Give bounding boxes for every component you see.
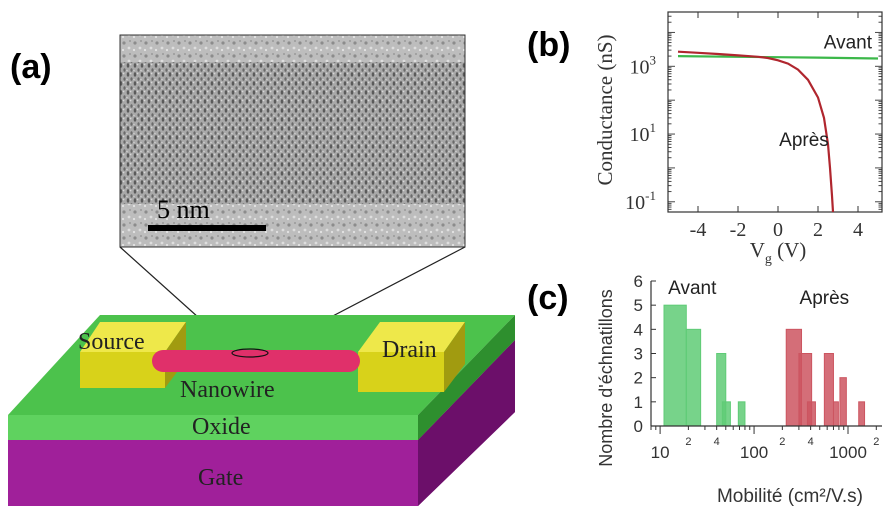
chart-b: (b) Conductance (nS) Vg (V) -4 -2 0 2 4 103 10…: [527, 11, 883, 267]
chart-c-series-label-apres: Après: [800, 288, 850, 309]
device-schematic: Source Drain Nanowire Oxide Gate: [8, 315, 515, 506]
oxide-label: Oxide: [192, 414, 251, 440]
panel-a: (a) 5 nm: [8, 34, 515, 506]
chart-b-ytick-label: 101: [630, 120, 657, 146]
chart-c-ytick-label: 2: [634, 369, 643, 388]
chart-c-bar-apres: [839, 377, 847, 427]
chart-c-ytick-label: 3: [634, 345, 643, 364]
gate-layer: [8, 340, 515, 506]
gate-label: Gate: [198, 465, 243, 491]
nanowire: [152, 350, 360, 372]
chart-b-xtick-label: 4: [853, 219, 863, 241]
tem-image: 5 nm: [119, 34, 466, 248]
scale-bar-label: 5 nm: [157, 195, 210, 224]
panel-c-label: (c): [527, 279, 569, 317]
chart-c-ylabel: Nombre d'échnatillons: [596, 289, 616, 467]
nanowire-label: Nanowire: [180, 377, 275, 403]
chart-b-series-label-apres: Après: [779, 130, 829, 151]
chart-c-series-label-avant: Avant: [668, 278, 717, 299]
chart-c-ytick-label: 0: [634, 417, 643, 436]
chart-c-xtick-minor-label: 2: [779, 436, 785, 448]
chart-c-bar-avant: [685, 328, 702, 427]
chart-c-xtick-label: 1000: [829, 443, 867, 462]
drain-label: Drain: [382, 337, 437, 363]
chart-c-bar-apres: [806, 401, 816, 427]
chart-c-bar-apres: [832, 401, 839, 427]
scale-bar: [148, 225, 266, 231]
nanowire-cross-section: [231, 348, 269, 358]
chart-c-xtick-minor-label: 4: [714, 436, 720, 448]
panel-b-label: (b): [527, 26, 570, 64]
oxide-side: [418, 315, 515, 440]
chart-b-xlabel: Vg (V): [750, 238, 807, 267]
chart-c-xlabel: Mobilité (cm²/V.s): [717, 486, 863, 507]
chart-c-xtick-minor-label: 2: [685, 436, 691, 448]
chart-b-ylabel: Conductance (nS): [593, 34, 617, 185]
chart-c-xtick-minor-label: 2: [873, 436, 879, 448]
source-electrode: [80, 322, 186, 352]
chart-c-ytick-label: 6: [634, 272, 643, 291]
chart-b-ytick-label: 10-1: [625, 188, 656, 214]
chart-b-frame: [667, 11, 883, 213]
chart-c-bar-avant: [663, 304, 687, 427]
chart-c-bar-avant: [721, 401, 731, 427]
chart-b-xtick-label: 0: [773, 219, 783, 241]
chart-b-series-line-avant: [677, 55, 879, 60]
chart-c-bar-apres: [823, 353, 834, 427]
chart-b-series-label-avant: Avant: [824, 32, 873, 53]
chart-c-xtick-minor-label: 4: [808, 436, 814, 448]
chart-b-plot-area: -4 -2 0 2 4 103 101 10-1 Avant Après: [625, 11, 883, 241]
chart-c-plot-area: 0 1 2 3 4 5 6 10 100 1000 2 4 2 4 2 Avant Après: [634, 272, 882, 462]
oxide-front: [8, 415, 418, 440]
chart-c: (c) Nombre d'échnatillons Mobilité (cm²/…: [527, 272, 882, 507]
chart-c-ytick-label: 5: [634, 296, 643, 315]
drain-electrode: [358, 322, 465, 352]
chart-c-bar-apres: [858, 401, 866, 427]
chart-c-xtick-label: 100: [740, 443, 768, 462]
source-label: Source: [78, 329, 145, 355]
chart-b-xtick-label: -4: [690, 219, 707, 241]
chart-b-xtick-label: -2: [730, 219, 747, 241]
chart-c-bar-avant: [737, 401, 746, 427]
chart-b-ytick-label: 103: [630, 52, 657, 78]
chart-b-series-line-apres: [677, 50, 835, 213]
panel-a-label: (a): [10, 48, 52, 86]
chart-c-ytick-label: 4: [634, 320, 643, 339]
chart-b-xtick-label: 2: [813, 219, 823, 241]
chart-c-ytick-label: 1: [634, 393, 643, 412]
chart-c-xtick-label: 10: [651, 443, 670, 462]
